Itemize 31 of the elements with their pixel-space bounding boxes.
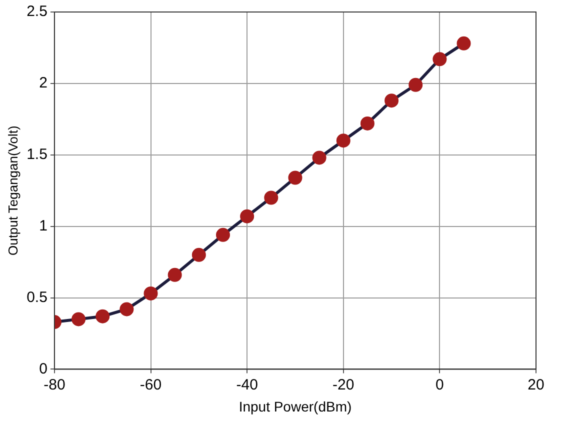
y-tick-label: 2.5 (26, 3, 48, 20)
point (168, 268, 182, 282)
y-axis-title: Output Tegangan(Volt) (5, 126, 20, 256)
point (72, 312, 86, 326)
point (240, 209, 254, 224)
x-tick-label: -40 (236, 376, 258, 394)
point (216, 228, 230, 242)
point (288, 170, 302, 185)
x-axis-title: Input Power(dBm) (238, 398, 352, 414)
point (408, 78, 423, 92)
point (264, 190, 278, 205)
y-tick-label: 1 (39, 217, 48, 234)
y-tick-label: 0.5 (26, 288, 48, 306)
point (120, 302, 134, 316)
point (96, 309, 110, 324)
point (192, 248, 206, 262)
point (456, 36, 471, 50)
x-tick-label: -20 (332, 376, 354, 394)
y-tick-label: 1.5 (26, 146, 48, 164)
point (432, 52, 447, 66)
x-tick-label: 20 (528, 376, 544, 394)
y-tick-label: 2 (39, 74, 48, 92)
y-tick-label: 0 (39, 360, 48, 378)
point (144, 286, 158, 300)
point (384, 94, 399, 108)
point (360, 116, 374, 130)
x-tick-label: -80 (44, 376, 66, 394)
x-tick-label: 0 (436, 376, 444, 394)
point (312, 150, 326, 165)
x-tick-label: -60 (140, 376, 162, 394)
point (336, 134, 350, 148)
